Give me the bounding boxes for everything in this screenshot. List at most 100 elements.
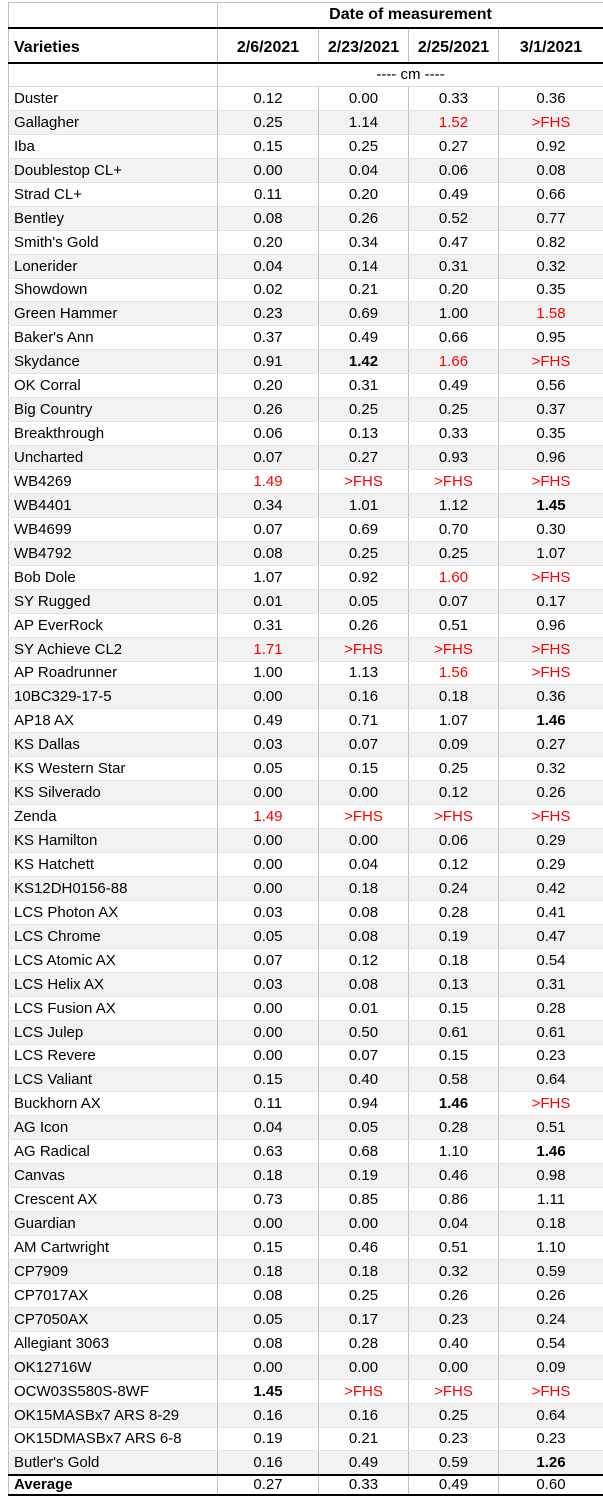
- title-row: Date of measurement: [8, 2, 603, 29]
- table-row: KS Silverado 0.00 0.00 0.12 0.26: [8, 780, 603, 806]
- measurement-value-cell: 0.00: [408, 1355, 499, 1380]
- variety-name-cell: KS Hatchett: [8, 852, 218, 877]
- measurement-value-cell: 0.25: [217, 110, 319, 135]
- measurement-value-cell: 0.24: [497, 1307, 603, 1332]
- table-row: KS Hatchett 0.00 0.04 0.12 0.29: [8, 852, 603, 877]
- measurement-value-cell: 0.08: [217, 1331, 319, 1356]
- measurement-value-cell: 0.30: [497, 517, 603, 542]
- measurement-value-cell: 0.32: [497, 254, 603, 279]
- measurement-value-cell: 1.10: [497, 1235, 603, 1260]
- variety-name-cell: CP7017AX: [8, 1283, 218, 1308]
- variety-name-cell: WB4699: [8, 517, 218, 542]
- measurement-value-cell: 0.15: [408, 1044, 499, 1069]
- table-row: Allegiant 3063 0.08 0.28 0.40 0.54: [8, 1331, 603, 1356]
- measurement-value-cell: 0.02: [217, 278, 319, 303]
- measurement-value-cell: 0.26: [318, 206, 409, 231]
- variety-name-cell: Bob Dole: [8, 565, 218, 590]
- measurement-value-cell: 1.49: [217, 469, 319, 494]
- measurement-value-cell: 0.08: [318, 924, 409, 949]
- measurement-value-cell: 0.29: [497, 828, 603, 853]
- measurement-value-cell: 0.49: [408, 373, 499, 399]
- measurement-value-cell: 0.19: [408, 924, 499, 949]
- measurement-value-cell: 0.20: [217, 230, 319, 255]
- measurement-value-cell: 0.40: [318, 1067, 409, 1093]
- measurement-value-cell: 0.37: [497, 397, 603, 423]
- measurement-value-cell: 0.54: [497, 948, 603, 973]
- measurement-value-cell: 0.19: [217, 1427, 319, 1452]
- table-row: OK Corral 0.20 0.31 0.49 0.56: [8, 373, 603, 399]
- variety-name-cell: Green Hammer: [8, 301, 218, 327]
- measurement-value-cell: 0.25: [318, 397, 409, 423]
- measurement-value-cell: 0.91: [217, 349, 319, 375]
- measurement-value-cell: 0.00: [217, 1044, 319, 1069]
- measurement-value-cell: 0.66: [497, 182, 603, 207]
- measurement-value-cell: >FHS: [318, 804, 409, 830]
- measurement-value-cell: 0.64: [497, 1067, 603, 1093]
- measurement-value-cell: 0.92: [318, 565, 409, 590]
- measurement-value-cell: 0.61: [408, 1020, 499, 1045]
- measurement-value-cell: 0.31: [318, 373, 409, 399]
- variety-name-cell: AP EverRock: [8, 613, 218, 638]
- measurement-value-cell: 0.26: [408, 1283, 499, 1308]
- variety-name-cell: Strad CL+: [8, 182, 218, 207]
- table-row: CP7909 0.18 0.18 0.32 0.59: [8, 1259, 603, 1284]
- corner-cell: [8, 2, 218, 29]
- date-column-header-2: 2/23/2021: [318, 27, 409, 64]
- variety-name-cell: Zenda: [8, 804, 218, 830]
- measurement-value-cell: >FHS: [497, 565, 603, 590]
- table-row: OCW03S580S-8WF 1.45 >FHS >FHS >FHS: [8, 1379, 603, 1404]
- table-row: KS12DH0156-88 0.00 0.18 0.24 0.42: [8, 876, 603, 901]
- measurement-value-cell: 0.05: [217, 924, 319, 949]
- measurement-value-cell: 0.82: [497, 230, 603, 255]
- measurement-value-cell: 0.51: [408, 613, 499, 638]
- measurement-value-cell: 0.06: [217, 421, 319, 447]
- measurement-value-cell: 0.00: [217, 1211, 319, 1236]
- variety-name-cell: CP7909: [8, 1259, 218, 1284]
- measurement-value-cell: 0.04: [318, 852, 409, 877]
- table-row: WB4792 0.08 0.25 0.25 1.07: [8, 541, 603, 566]
- variety-name-cell: OK15DMASBx7 ARS 6-8: [8, 1427, 218, 1452]
- variety-name-cell: KS Hamilton: [8, 828, 218, 853]
- variety-name-cell: Lonerider: [8, 254, 218, 279]
- variety-name-cell: Crescent AX: [8, 1187, 218, 1213]
- measurement-value-cell: 1.66: [408, 349, 499, 375]
- measurement-value-cell: 0.25: [408, 1403, 499, 1428]
- measurement-value-cell: 0.18: [318, 1259, 409, 1284]
- column-header-row: Varieties 2/6/2021 2/23/2021 2/25/2021 3…: [8, 27, 603, 64]
- measurement-value-cell: 0.04: [408, 1211, 499, 1236]
- measurement-value-cell: 0.01: [318, 996, 409, 1021]
- measurement-value-cell: 0.35: [497, 421, 603, 447]
- measurement-value-cell: 0.92: [497, 134, 603, 159]
- table-row: Big Country 0.26 0.25 0.25 0.37: [8, 397, 603, 423]
- average-value-3: 0.49: [408, 1473, 499, 1496]
- table-row: LCS Valiant 0.15 0.40 0.58 0.64: [8, 1067, 603, 1093]
- measurement-value-cell: 1.60: [408, 565, 499, 590]
- measurement-value-cell: 0.23: [217, 301, 319, 327]
- variety-name-cell: WB4401: [8, 493, 218, 518]
- measurement-value-cell: 0.59: [408, 1450, 499, 1476]
- variety-name-cell: KS Western Star: [8, 756, 218, 782]
- measurement-value-cell: 0.08: [217, 206, 319, 231]
- variety-name-cell: AG Icon: [8, 1115, 218, 1141]
- measurement-value-cell: 0.70: [408, 517, 499, 542]
- measurement-value-cell: 0.63: [217, 1139, 319, 1165]
- measurement-value-cell: 0.23: [497, 1044, 603, 1069]
- measurement-value-cell: >FHS: [497, 469, 603, 494]
- measurement-value-cell: 0.56: [497, 373, 603, 399]
- measurement-value-cell: 0.14: [318, 254, 409, 279]
- measurement-value-cell: 0.37: [217, 325, 319, 351]
- table-row: Bob Dole 1.07 0.92 1.60 >FHS: [8, 565, 603, 590]
- measurement-value-cell: 0.09: [497, 1355, 603, 1380]
- measurement-value-cell: 0.51: [497, 1115, 603, 1141]
- variety-name-cell: Uncharted: [8, 445, 218, 470]
- measurement-value-cell: 0.18: [497, 1211, 603, 1236]
- table-row: LCS Revere 0.00 0.07 0.15 0.23: [8, 1044, 603, 1069]
- measurement-value-cell: 0.18: [217, 1163, 319, 1189]
- measurement-value-cell: >FHS: [497, 1091, 603, 1117]
- measurement-value-cell: >FHS: [408, 637, 499, 662]
- measurement-value-cell: >FHS: [497, 637, 603, 662]
- table-footer: Average 0.27 0.33 0.49 0.60: [8, 1473, 603, 1496]
- table-row: KS Dallas 0.03 0.07 0.09 0.27: [8, 732, 603, 758]
- measurement-value-cell: 0.28: [408, 1115, 499, 1141]
